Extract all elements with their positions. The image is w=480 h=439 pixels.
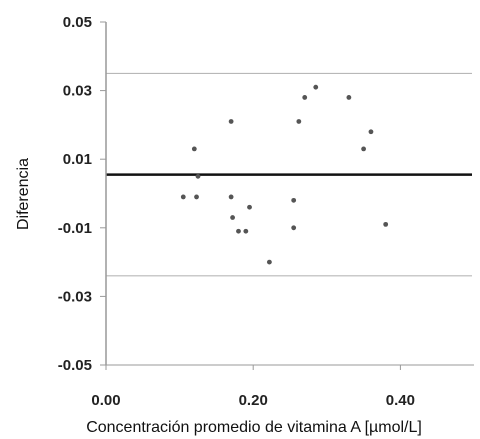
y-tick-label: -0.05	[58, 357, 92, 374]
y-ticks-layer: 0.05 0.03 0.01 -0.01 -0.03 -0.05	[58, 14, 106, 374]
data-point	[194, 194, 199, 200]
data-point	[228, 119, 234, 124]
data-point	[191, 146, 197, 152]
data-point	[180, 194, 186, 200]
data-point	[236, 228, 241, 234]
y-tick-label: -0.01	[58, 220, 92, 237]
data-point	[296, 119, 302, 124]
data-point	[195, 173, 201, 179]
x-tick-label: 0.00	[91, 392, 120, 409]
data-point	[302, 95, 308, 100]
data-point	[228, 194, 234, 200]
data-point	[291, 197, 297, 203]
data-point	[243, 228, 249, 234]
data-point	[291, 225, 297, 231]
y-tick-label: 0.01	[63, 151, 92, 168]
data-point	[346, 95, 352, 100]
y-tick-label: 0.03	[63, 83, 92, 100]
data-point	[361, 146, 366, 152]
reference-lines-layer	[106, 72, 472, 277]
y-axis-title: Diferencia	[15, 158, 32, 230]
data-point	[247, 204, 252, 210]
x-axis-title: Concentración promedio de vitamina A [µm…	[86, 419, 422, 436]
data-point	[230, 215, 235, 220]
x-tick-label: 0.40	[386, 392, 415, 409]
x-ticks-layer: 0.00 0.20 0.40	[91, 365, 415, 409]
data-point	[383, 221, 389, 227]
data-point	[313, 84, 319, 90]
y-tick-label: 0.05	[63, 14, 92, 31]
data-point	[266, 259, 272, 265]
points-layer	[180, 84, 389, 265]
x-tick-label: 0.20	[239, 392, 268, 409]
y-tick-label: -0.03	[58, 288, 92, 305]
axes-layer	[105, 22, 474, 366]
data-point	[368, 129, 374, 135]
